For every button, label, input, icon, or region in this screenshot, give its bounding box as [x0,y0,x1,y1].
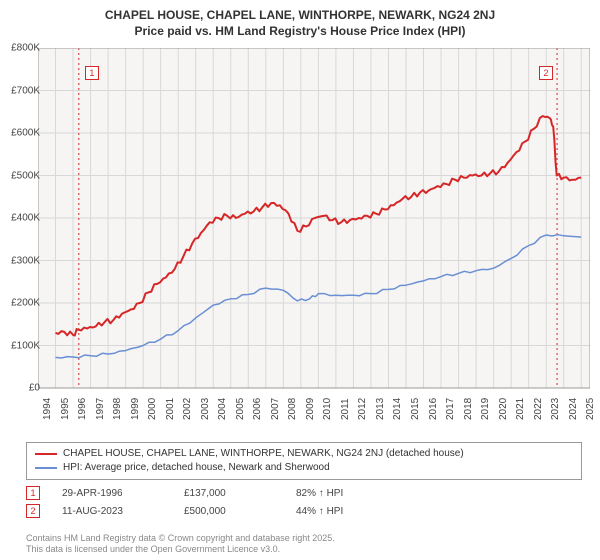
y-tick-label: £700K [4,85,40,96]
x-tick-label: 2015 [410,398,421,420]
y-tick-label: £600K [4,128,40,139]
x-tick-label: 2000 [147,398,158,420]
annotation-pct-1: 82% ↑ HPI [296,488,396,499]
y-tick-label: £500K [4,170,40,181]
footer-line-1: Contains HM Land Registry data © Crown c… [26,533,335,545]
legend-row-2: HPI: Average price, detached house, Newa… [35,461,573,475]
chart-svg [38,48,590,428]
annotation-date-1: 29-APR-1996 [62,488,162,499]
annotation-price-1: £137,000 [184,488,274,499]
x-tick-label: 2022 [533,398,544,420]
x-tick-label: 2013 [375,398,386,420]
chart-marker-2: 2 [539,66,553,80]
chart-marker-1: 1 [85,66,99,80]
title-line-1: CHAPEL HOUSE, CHAPEL LANE, WINTHORPE, NE… [0,8,600,24]
x-tick-label: 2010 [322,398,333,420]
x-tick-label: 2003 [200,398,211,420]
x-tick-label: 2004 [217,398,228,420]
x-tick-label: 2006 [252,398,263,420]
x-tick-label: 1998 [112,398,123,420]
x-tick-label: 2025 [585,398,596,420]
x-tick-label: 2007 [270,398,281,420]
annotation-price-2: £500,000 [184,506,274,517]
annotation-row-1: 1 29-APR-1996 £137,000 82% ↑ HPI [26,484,582,502]
annotation-marker-1: 1 [26,486,40,500]
footer-line-2: This data is licensed under the Open Gov… [26,544,335,556]
annotation-date-2: 11-AUG-2023 [62,506,162,517]
x-tick-label: 2008 [287,398,298,420]
y-tick-label: £400K [4,213,40,224]
legend-label-2: HPI: Average price, detached house, Newa… [63,461,330,475]
legend-swatch-2 [35,467,57,469]
y-tick-label: £0 [4,383,40,394]
x-tick-label: 2019 [480,398,491,420]
x-tick-label: 2012 [357,398,368,420]
x-tick-label: 2021 [515,398,526,420]
x-tick-label: 2014 [392,398,403,420]
x-tick-label: 2001 [165,398,176,420]
annotations: 1 29-APR-1996 £137,000 82% ↑ HPI 2 11-AU… [26,484,582,520]
y-tick-label: £100K [4,340,40,351]
annotation-marker-2: 2 [26,504,40,518]
x-tick-label: 2020 [498,398,509,420]
x-tick-label: 2017 [445,398,456,420]
title-line-2: Price paid vs. HM Land Registry's House … [0,24,600,40]
annotation-pct-2: 44% ↑ HPI [296,506,396,517]
y-tick-label: £300K [4,255,40,266]
x-tick-label: 2018 [463,398,474,420]
x-tick-label: 1997 [95,398,106,420]
x-tick-label: 2002 [182,398,193,420]
legend-label-1: CHAPEL HOUSE, CHAPEL LANE, WINTHORPE, NE… [63,447,464,461]
legend: CHAPEL HOUSE, CHAPEL LANE, WINTHORPE, NE… [26,442,582,480]
chart-area [38,48,590,428]
x-tick-label: 2011 [340,398,351,420]
y-tick-label: £800K [4,43,40,54]
legend-swatch-1 [35,453,57,455]
x-tick-label: 1999 [130,398,141,420]
x-tick-label: 2009 [305,398,316,420]
y-tick-label: £200K [4,298,40,309]
x-tick-label: 2005 [235,398,246,420]
annotation-row-2: 2 11-AUG-2023 £500,000 44% ↑ HPI [26,502,582,520]
x-tick-label: 1995 [60,398,71,420]
chart-container: CHAPEL HOUSE, CHAPEL LANE, WINTHORPE, NE… [0,0,600,560]
title-block: CHAPEL HOUSE, CHAPEL LANE, WINTHORPE, NE… [0,0,600,39]
legend-row-1: CHAPEL HOUSE, CHAPEL LANE, WINTHORPE, NE… [35,447,573,461]
x-tick-label: 1994 [42,398,53,420]
x-tick-label: 2016 [428,398,439,420]
x-tick-label: 2023 [550,398,561,420]
x-tick-label: 1996 [77,398,88,420]
footer: Contains HM Land Registry data © Crown c… [26,533,335,556]
x-tick-label: 2024 [568,398,579,420]
